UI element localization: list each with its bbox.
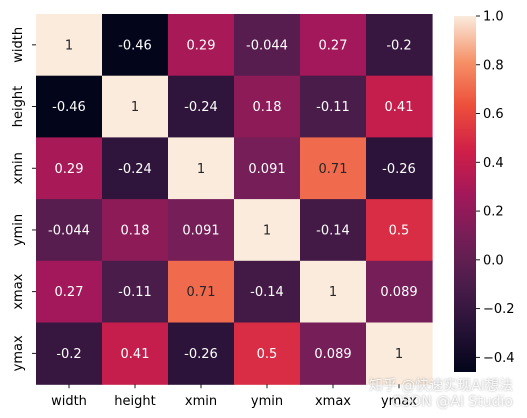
heatmap-cell-height-width	[36, 75, 103, 138]
colorbar-tick-label-3: 0.4	[483, 156, 504, 171]
heatmap-cell-width-width	[36, 14, 103, 77]
colorbar-tick-label-1: 0.8	[483, 58, 504, 73]
watermark: 知乎 @快速实现AI想法 CSDN @AI Studio	[369, 378, 513, 410]
y-tick-label-xmax: xmax	[11, 273, 26, 309]
cell-value-ymax-width: -0.2	[56, 347, 81, 362]
cell-value-height-width: -0.46	[52, 100, 86, 115]
cell-value-xmax-height: -0.11	[118, 285, 152, 300]
cell-value-xmax-ymax: 0.089	[380, 285, 417, 300]
cell-value-xmax-ymin: -0.14	[250, 285, 284, 300]
cell-value-ymax-xmax: 0.089	[314, 347, 351, 362]
heatmap-cell-height-ymax	[366, 75, 433, 138]
cell-value-ymin-ymax: 0.5	[389, 223, 410, 238]
colorbar-tick-label-5: 0.0	[483, 253, 504, 268]
cell-value-xmin-xmin: 1	[197, 162, 205, 177]
cell-value-xmax-xmax: 1	[329, 285, 337, 300]
x-tick-label-ymin: ymin	[251, 394, 283, 409]
cell-value-xmin-xmax: 0.71	[319, 162, 348, 177]
heatmap-cell-xmin-xmax	[300, 137, 367, 200]
heatmap-cell-ymax-ymax	[366, 322, 433, 385]
cell-value-height-xmin: -0.24	[184, 100, 218, 115]
cell-value-height-height: 1	[131, 100, 139, 115]
cell-value-width-height: -0.46	[118, 38, 152, 53]
heatmap-cell-height-height	[102, 75, 169, 138]
watermark-line-2: CSDN @AI Studio	[391, 394, 513, 410]
cell-value-height-ymin: 0.18	[253, 100, 282, 115]
heatmap-cell-ymax-xmin	[168, 322, 235, 385]
cell-value-xmin-height: -0.24	[118, 162, 152, 177]
colorbar-tick-label-4: 0.2	[483, 205, 504, 220]
x-tick-label-xmin: xmin	[185, 394, 217, 409]
cell-value-xmin-ymax: -0.26	[382, 162, 416, 177]
heatmap-cell-xmax-xmin	[168, 260, 235, 324]
y-tick-label-ymax: ymax	[11, 335, 26, 371]
heatmap-cell-ymin-xmax	[300, 199, 367, 262]
x-tick-label-height: height	[114, 394, 155, 409]
colorbar-tick-label-7: −0.4	[483, 351, 515, 366]
cell-value-ymin-width: -0.044	[48, 223, 90, 238]
heatmap-cell-ymin-height	[102, 199, 169, 262]
heatmap-cell-xmax-width	[36, 260, 103, 324]
cell-value-width-ymax: -0.2	[386, 38, 411, 53]
cell-value-width-xmin: 0.29	[187, 38, 216, 53]
cell-value-ymax-height: 0.41	[121, 347, 150, 362]
cell-value-xmin-ymin: 0.091	[248, 162, 285, 177]
y-tick-label-ymin: ymin	[11, 214, 26, 246]
heatmap-cell-xmin-ymax	[366, 137, 433, 200]
cell-value-xmax-xmin: 0.71	[187, 285, 216, 300]
heatmap-cell-xmax-ymin	[234, 260, 301, 324]
heatmap-cell-width-height	[102, 14, 169, 77]
cell-value-ymax-xmin: -0.26	[184, 347, 218, 362]
x-tick-label-ymax: ymax	[381, 394, 417, 409]
y-tick-label-width: width	[11, 27, 26, 63]
heatmap-cell-ymin-xmin	[168, 199, 235, 262]
colorbar-tick-label-0: 1.0	[483, 10, 504, 25]
cell-value-width-ymin: -0.044	[246, 38, 288, 53]
heatmap-cell-ymax-xmax	[300, 322, 367, 385]
heatmap-cell-width-xmin	[168, 14, 235, 77]
y-tick-label-height: height	[11, 86, 26, 127]
heatmap-cell-width-xmax	[300, 14, 367, 77]
heatmap-cell-height-xmin	[168, 75, 235, 138]
heatmap-cell-xmin-height	[102, 137, 169, 200]
heatmap-cell-xmin-xmin	[168, 137, 235, 200]
colorbar-tick-label-6: −0.2	[483, 302, 515, 317]
cell-value-width-xmax: 0.27	[319, 38, 348, 53]
heatmap-cell-xmax-xmax	[300, 260, 367, 324]
heatmap-cell-ymin-ymax	[366, 199, 433, 262]
x-tick-label-xmax: xmax	[315, 394, 351, 409]
heatmap-cell-xmin-ymin	[234, 137, 301, 200]
heatmap-cell-ymin-ymin	[234, 199, 301, 262]
heatmap-cell-ymin-width	[36, 199, 103, 262]
heatmap-cell-xmax-ymax	[366, 260, 433, 324]
cell-value-ymin-height: 0.18	[121, 223, 150, 238]
cell-value-xmin-width: 0.29	[55, 162, 84, 177]
heatmap-cell-ymax-height	[102, 322, 169, 385]
cell-value-ymin-xmin: 0.091	[182, 223, 219, 238]
heatmap-cell-width-ymax	[366, 14, 433, 77]
cell-value-ymax-ymax: 1	[395, 347, 403, 362]
x-tick-label-width: width	[51, 394, 87, 409]
heatmap-cell-height-ymin	[234, 75, 301, 138]
heatmap-cell-ymax-ymin	[234, 322, 301, 385]
cell-value-ymin-ymin: 1	[263, 223, 271, 238]
heatmap-cell-ymax-width	[36, 322, 103, 385]
cell-value-height-xmax: -0.11	[316, 100, 350, 115]
cell-value-ymin-xmax: -0.14	[316, 223, 350, 238]
heatmap-cell-xmin-width	[36, 137, 103, 200]
colorbar-tick-label-2: 0.6	[483, 107, 504, 122]
colorbar	[454, 16, 476, 372]
heatmap-cell-height-xmax	[300, 75, 367, 138]
heatmap-cell-xmax-height	[102, 260, 169, 324]
heatmap-cell-width-ymin	[234, 14, 301, 77]
y-tick-label-xmin: xmin	[11, 152, 26, 184]
cell-value-xmax-width: 0.27	[55, 285, 84, 300]
cell-value-height-ymax: 0.41	[385, 100, 414, 115]
watermark-line-1: 知乎 @快速实现AI想法	[368, 378, 513, 394]
cell-value-width-width: 1	[65, 38, 73, 53]
cell-value-ymax-ymin: 0.5	[257, 347, 278, 362]
